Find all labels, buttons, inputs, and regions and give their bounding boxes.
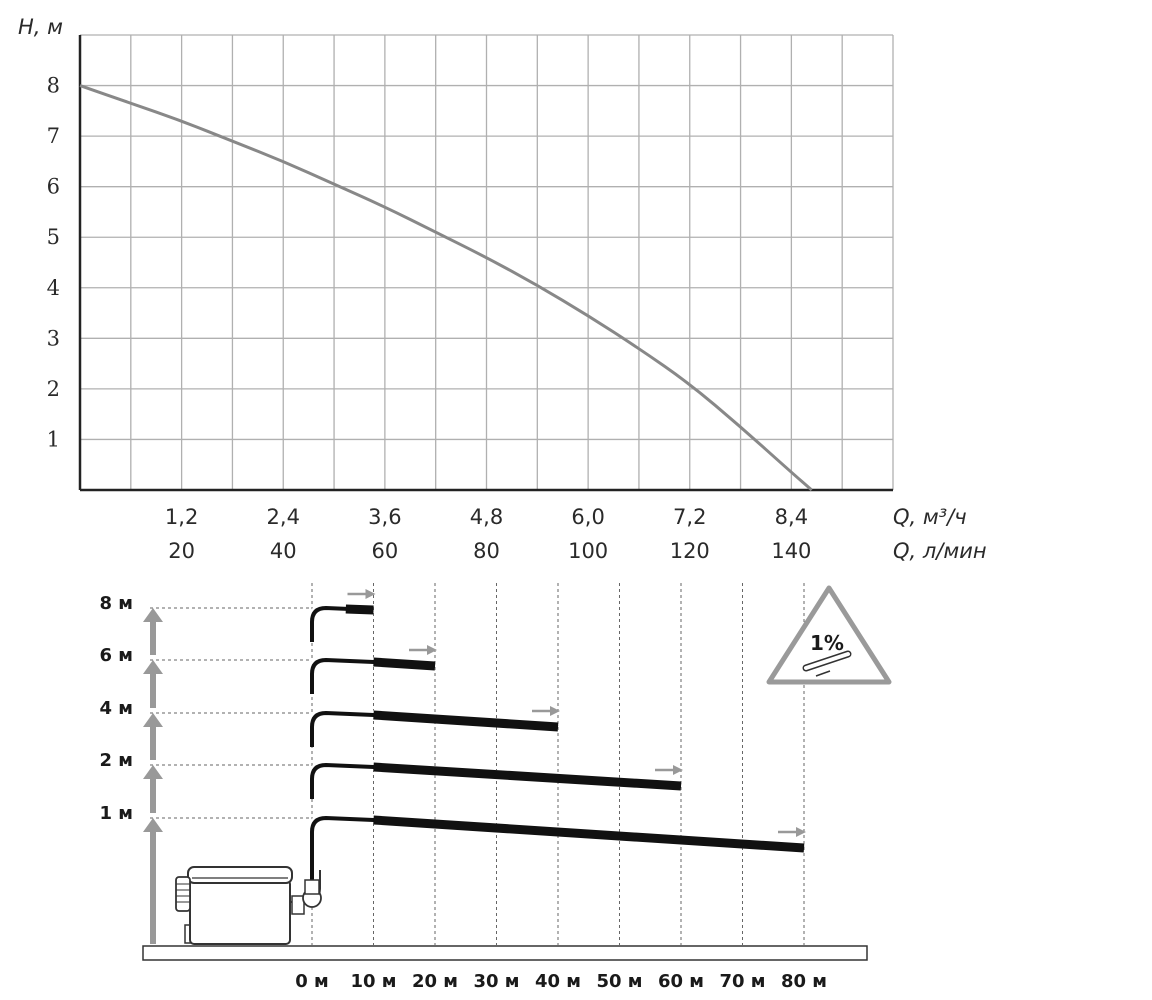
- distance-label: 50 м: [596, 971, 642, 992]
- flow-arrow-head: [673, 765, 683, 775]
- height-label: 4 м: [99, 698, 133, 719]
- pump-curve-chart: 1 2 3 4 5 6 7 8 1,2 2,4 3,6 4,8 6,0 7,2 8,4 20 40 60 80 1…: [18, 15, 987, 563]
- y-tick-label: 1: [47, 427, 60, 451]
- y-tick-label: 2: [47, 377, 60, 401]
- distance-label: 30 м: [473, 971, 519, 992]
- y-tick-label: 8: [47, 74, 60, 98]
- pipe-thin: [310, 815, 805, 880]
- x-tick-label-m3h: 1,2: [165, 505, 198, 529]
- pipe-run: [373, 657, 436, 671]
- discharge-pipes: [307, 603, 805, 880]
- y-tick-labels: 1 2 3 4 5 6 7 8: [47, 74, 60, 452]
- y-tick-label: 6: [47, 175, 60, 199]
- distance-labels: 0 м 10 м 20 м 30 м 40 м 50 м 60 м 70 м 80 м: [295, 971, 827, 992]
- height-arrow-head: [143, 818, 163, 832]
- pipe-run: [373, 762, 682, 791]
- height-label: 8 м: [99, 593, 133, 614]
- chart-grid: [80, 34, 894, 490]
- distance-label: 20 м: [412, 971, 458, 992]
- floor-slab: [142, 945, 868, 961]
- y-axis-label: H, м: [18, 15, 63, 39]
- slope-badge: 1%: [766, 585, 892, 685]
- pipe-thin: [310, 710, 559, 747]
- y-tick-label: 7: [47, 124, 60, 148]
- y-tick-label: 3: [47, 326, 60, 350]
- pipe-thin: [310, 657, 436, 694]
- x-tick-label-m3h: 4,8: [470, 505, 503, 529]
- x-tick-label-lmin: 40: [270, 539, 297, 563]
- head-flow-curve: [79, 84, 813, 492]
- distance-label: 80 м: [781, 971, 827, 992]
- pipe-run: [373, 815, 805, 853]
- x-tick-label-m3h: 3,6: [368, 505, 401, 529]
- x-tick-label-lmin: 140: [771, 539, 811, 563]
- x-tick-labels-m3h: 1,2 2,4 3,6 4,8 6,0 7,2 8,4: [165, 505, 808, 529]
- pipe-run: [373, 710, 559, 732]
- x-tick-label-lmin: 60: [372, 539, 399, 563]
- x-tick-label-m3h: 8,4: [775, 505, 808, 529]
- x-tick-label-lmin: 80: [473, 539, 500, 563]
- height-label: 1 м: [99, 803, 133, 824]
- x-tick-labels-lmin: 20 40 60 80 100 120 140: [168, 539, 811, 563]
- distance-label: 0 м: [295, 971, 329, 992]
- height-guides: [150, 607, 312, 819]
- height-arrow-head: [143, 660, 163, 674]
- height-arrow-head: [143, 713, 163, 727]
- height-labels: 8 м 6 м 4 м 2 м 1 м: [99, 593, 133, 824]
- flow-arrow-head: [550, 706, 560, 716]
- y-tick-label: 4: [47, 276, 60, 300]
- pump-unit-icon: [175, 866, 322, 945]
- x-tick-label-lmin: 120: [670, 539, 710, 563]
- height-label: 2 м: [99, 750, 133, 771]
- distance-label: 40 м: [535, 971, 581, 992]
- distance-label: 60 м: [658, 971, 704, 992]
- pipe-thin: [310, 605, 374, 642]
- distance-label: 70 м: [719, 971, 765, 992]
- height-label: 6 м: [99, 645, 133, 666]
- pipe-thin: [310, 762, 682, 799]
- tilted-pipe-icon: [802, 650, 852, 677]
- x-tick-label-m3h: 2,4: [267, 505, 300, 529]
- pipe-run: [345, 604, 374, 615]
- x-tick-label-lmin: 20: [168, 539, 195, 563]
- y-tick-label: 5: [47, 225, 60, 249]
- flow-arrow-head: [796, 827, 806, 837]
- flow-arrow-head: [365, 589, 376, 599]
- flow-direction-arrows: [347, 589, 806, 837]
- installation-diagram: 8 м 6 м 4 м 2 м 1 м 0 м 10 м 20 м 30 м 40 м 50 м 6…: [99, 583, 892, 992]
- distance-label: 10 м: [350, 971, 396, 992]
- x-axis-label-lmin: Q, л/мин: [893, 539, 987, 563]
- flow-arrow-head: [427, 645, 437, 655]
- x-tick-label-m3h: 6,0: [571, 505, 604, 529]
- slope-badge-text: 1%: [810, 631, 844, 655]
- x-tick-label-m3h: 7,2: [673, 505, 706, 529]
- height-arrow-head: [143, 608, 163, 622]
- height-arrows: [143, 608, 163, 944]
- x-tick-label-lmin: 100: [568, 539, 608, 563]
- x-axis-label-m3h: Q, м³/ч: [893, 505, 967, 529]
- height-arrow-head: [143, 765, 163, 779]
